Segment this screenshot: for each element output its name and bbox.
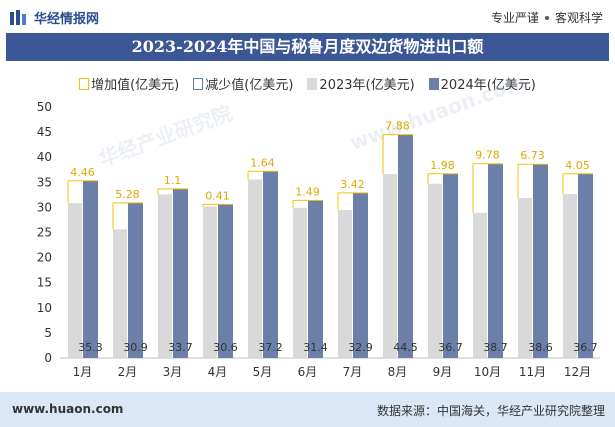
bar-2023 bbox=[428, 183, 442, 358]
x-tick-label: 5月 bbox=[253, 365, 273, 379]
bar-2023 bbox=[248, 179, 262, 358]
increase-label: 4.05 bbox=[565, 159, 590, 172]
y-tick-label: 50 bbox=[37, 100, 52, 114]
bar-2024 bbox=[128, 202, 143, 358]
value-label-2024: 36.7 bbox=[573, 341, 598, 354]
value-label-2024: 30.9 bbox=[123, 341, 148, 354]
bar-2024 bbox=[443, 173, 458, 358]
x-tick-label: 4月 bbox=[208, 365, 228, 379]
x-tick-label: 2月 bbox=[118, 365, 138, 379]
increase-label: 3.42 bbox=[340, 178, 365, 191]
x-tick-label: 8月 bbox=[388, 365, 408, 379]
legend-item-2023: 2023年(亿美元) bbox=[307, 74, 415, 93]
legend-swatch-increase bbox=[79, 77, 90, 90]
x-tick-label: 12月 bbox=[564, 365, 591, 379]
value-label-2024: 31.4 bbox=[303, 341, 328, 354]
slogan: 专业严谨 客观科学 bbox=[491, 9, 603, 26]
bar-2023 bbox=[518, 198, 532, 358]
value-label-2024: 30.6 bbox=[213, 341, 238, 354]
bar-2023 bbox=[338, 210, 352, 358]
legend-swatch-decrease bbox=[193, 77, 204, 90]
value-label-2024: 35.3 bbox=[78, 341, 103, 354]
bar-2023 bbox=[113, 229, 127, 358]
increase-label: 1.49 bbox=[295, 185, 320, 198]
increase-label: 4.46 bbox=[70, 166, 95, 179]
brand-logo-icon bbox=[10, 9, 26, 25]
y-tick-label: 20 bbox=[37, 251, 52, 265]
legend-label-increase: 增加值(亿美元) bbox=[91, 78, 180, 93]
bar-2023 bbox=[563, 194, 577, 358]
y-tick-label: 15 bbox=[37, 276, 52, 290]
y-tick-label: 45 bbox=[37, 125, 52, 139]
x-tick-label: 9月 bbox=[433, 365, 453, 379]
x-tick-label: 1月 bbox=[73, 365, 93, 379]
bar-2023 bbox=[473, 212, 487, 358]
legend-swatch-2023 bbox=[307, 77, 318, 90]
bar-2023 bbox=[293, 207, 307, 358]
increase-label: 7.88 bbox=[385, 120, 410, 133]
top-bar: 华经情报网 专业严谨 客观科学 bbox=[0, 0, 615, 33]
increase-label: 1.64 bbox=[250, 156, 275, 169]
bar-2023 bbox=[383, 174, 397, 358]
bar-2024 bbox=[263, 171, 278, 358]
y-tick-label: 25 bbox=[37, 226, 52, 240]
bar-2024 bbox=[173, 188, 188, 358]
footer: www.huaon.com 数据来源：中国海关，华经产业研究院整理 bbox=[0, 392, 615, 427]
increase-label: 1.98 bbox=[430, 159, 455, 172]
y-tick-label: 30 bbox=[37, 200, 52, 214]
x-tick-label: 3月 bbox=[163, 365, 183, 379]
bar-2023 bbox=[68, 203, 82, 358]
value-label-2024: 33.7 bbox=[168, 341, 193, 354]
y-tick-label: 5 bbox=[44, 326, 52, 340]
legend-item-decrease: 减少值(亿美元) bbox=[193, 74, 293, 93]
legend-label-2024: 2024年(亿美元) bbox=[440, 78, 536, 93]
value-label-2024: 32.9 bbox=[348, 341, 373, 354]
footer-url[interactable]: www.huaon.com bbox=[12, 402, 124, 416]
chart-legend: 增加值(亿美元) 减少值(亿美元) 2023年(亿美元) 2024年(亿美元) bbox=[0, 74, 615, 93]
increase-label: 9.78 bbox=[475, 149, 500, 162]
bar-2024 bbox=[578, 173, 593, 358]
value-label-2024: 38.6 bbox=[528, 341, 553, 354]
bar-2024 bbox=[308, 200, 323, 358]
legend-item-increase: 增加值(亿美元) bbox=[79, 74, 179, 93]
legend-label-2023: 2023年(亿美元) bbox=[319, 78, 415, 93]
y-tick-label: 10 bbox=[37, 301, 52, 315]
value-label-2024: 36.7 bbox=[438, 341, 463, 354]
dot-separator-icon bbox=[544, 15, 549, 20]
legend-item-2024: 2024年(亿美元) bbox=[428, 74, 536, 93]
value-label-2024: 44.5 bbox=[393, 341, 418, 354]
value-label-2024: 37.2 bbox=[258, 341, 283, 354]
x-tick-label: 7月 bbox=[343, 365, 363, 379]
x-tick-label: 10月 bbox=[474, 365, 501, 379]
bar-2024 bbox=[398, 134, 413, 358]
bar-2024 bbox=[83, 180, 98, 358]
bar-2024 bbox=[533, 164, 548, 358]
y-tick-label: 40 bbox=[37, 150, 52, 164]
bar-2024 bbox=[488, 163, 503, 358]
bar-chart: 0 5 10 15 20 25 30 35 40 45 50 4.46 35.3 1月 5.28 30.9 2月… bbox=[37, 100, 600, 379]
x-tick-label: 11月 bbox=[519, 365, 546, 379]
bar-2024 bbox=[353, 192, 368, 358]
legend-label-decrease: 减少值(亿美元) bbox=[205, 78, 294, 93]
chart-title: 2023-2024年中国与秘鲁月度双边货物进出口额 bbox=[6, 33, 609, 61]
x-tick-label: 6月 bbox=[298, 365, 318, 379]
y-tick-label: 0 bbox=[44, 351, 52, 365]
y-tick-label: 35 bbox=[37, 175, 52, 189]
increase-label: 6.73 bbox=[520, 149, 545, 162]
bar-2023 bbox=[203, 206, 217, 358]
increase-label: 0.41 bbox=[205, 189, 230, 202]
slogan-right: 客观科学 bbox=[554, 11, 603, 25]
brand[interactable]: 华经情报网 bbox=[10, 8, 99, 27]
footer-source: 数据来源：中国海关，华经产业研究院整理 bbox=[376, 404, 605, 418]
bar-2023 bbox=[158, 194, 172, 358]
increase-label: 5.28 bbox=[115, 188, 140, 201]
increase-label: 1.1 bbox=[164, 174, 182, 187]
legend-swatch-2024 bbox=[428, 77, 439, 90]
slogan-left: 专业严谨 bbox=[490, 11, 539, 25]
brand-name: 华经情报网 bbox=[34, 12, 100, 27]
bar-2024 bbox=[218, 204, 233, 358]
value-label-2024: 38.7 bbox=[483, 341, 508, 354]
